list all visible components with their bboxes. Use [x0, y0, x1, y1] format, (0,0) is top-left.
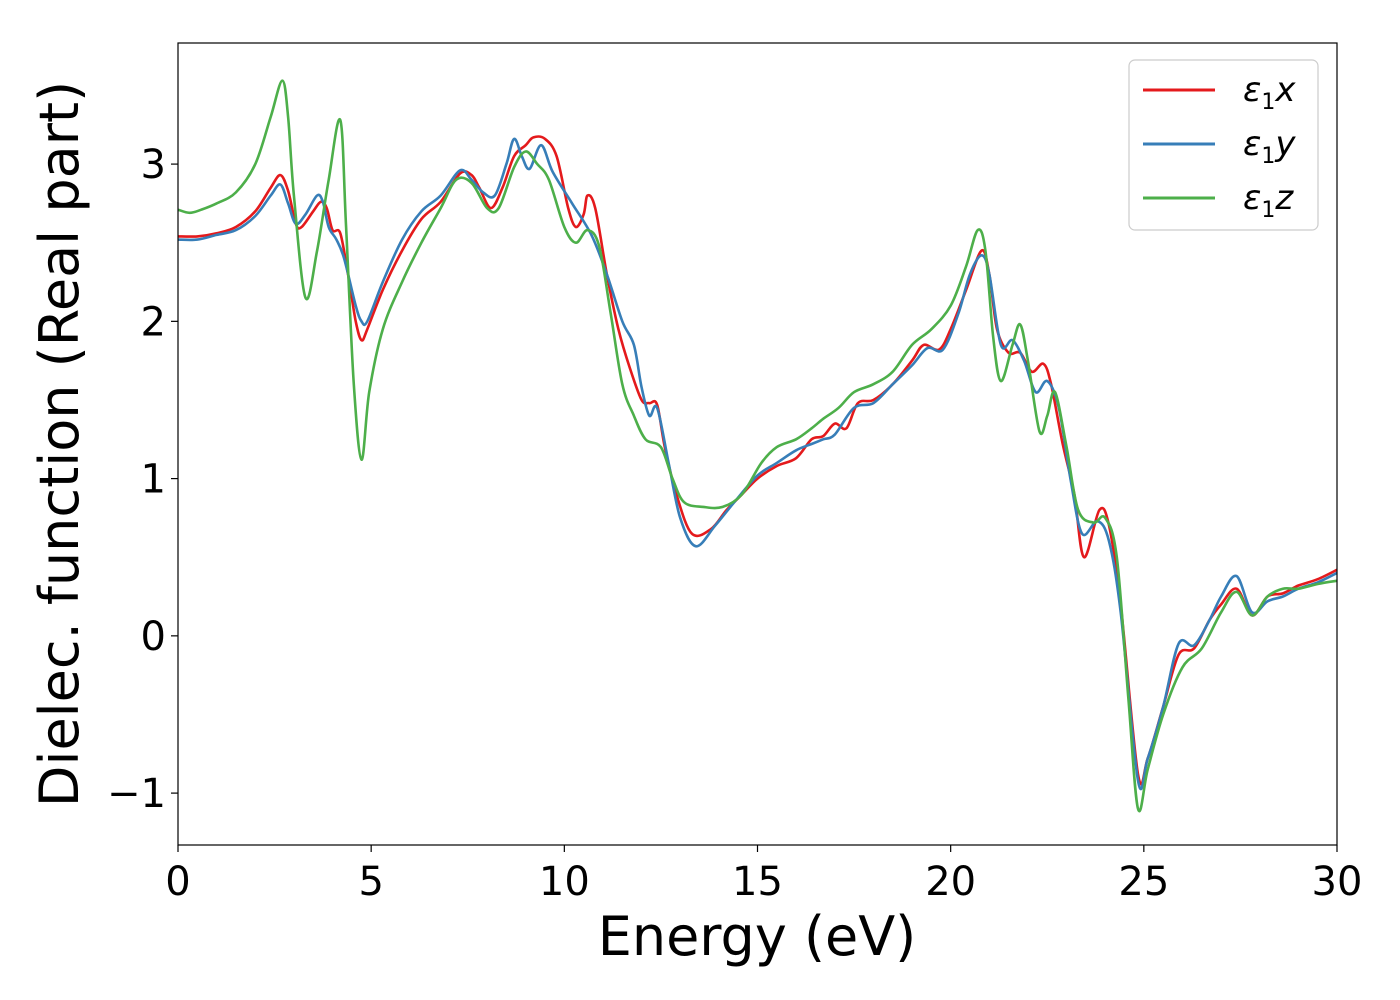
- y-tick-label: 3: [141, 142, 166, 188]
- x-tick-label: 30: [1312, 859, 1363, 905]
- legend-box: [1128, 59, 1319, 231]
- y-tick-label: 1: [141, 457, 166, 503]
- x-tick-label: 15: [732, 859, 783, 905]
- y-tick-label: 2: [141, 299, 166, 345]
- y-axis-title: Dielec. function (Real part): [28, 81, 91, 807]
- x-tick-label: 10: [539, 859, 590, 905]
- legend-label-y: ε1y: [1243, 124, 1296, 169]
- x-tick-label: 5: [358, 859, 383, 905]
- series-lines: [177, 79, 1338, 813]
- x-tick-label: 20: [925, 859, 976, 905]
- legend: ε1x ε1y ε1z: [1128, 59, 1319, 231]
- x-tick-label: 25: [1118, 859, 1169, 905]
- legend-label-x: ε1x: [1243, 70, 1296, 115]
- y-tick-label: −1: [107, 771, 166, 817]
- x-axis: 0 5 10 15 20 25 30: [165, 845, 1362, 905]
- y-axis: −1 0 1 2 3: [107, 142, 178, 817]
- series-line-x: [177, 135, 1338, 786]
- legend-label-z: ε1z: [1243, 178, 1294, 223]
- x-tick-label: 0: [165, 859, 190, 905]
- y-tick-label: 0: [141, 614, 166, 660]
- x-axis-title: Energy (eV): [598, 905, 917, 968]
- series-line-z: [177, 79, 1338, 813]
